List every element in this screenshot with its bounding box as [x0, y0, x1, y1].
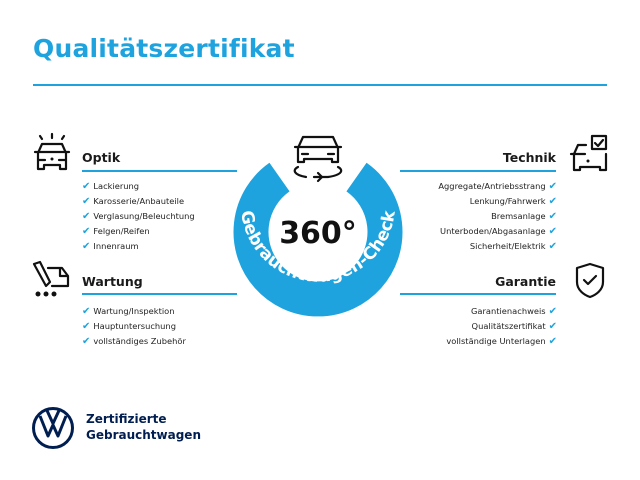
- list-item: Qualitätszertifikat ✔: [471, 321, 557, 332]
- check-icon: ✔: [548, 306, 557, 317]
- check-icon: ✔: [82, 336, 91, 347]
- list-item: Bremsanlage ✔: [491, 211, 557, 222]
- garantie-list: Garantienachweis ✔ Qualitätszertifikat ✔ v…: [446, 304, 557, 349]
- page-title: Qualitätszertifikat: [33, 34, 295, 63]
- optik-heading: Optik: [82, 150, 121, 165]
- check-icon: ✔: [548, 211, 557, 222]
- list-item: ✔ Wartung/Inspektion: [82, 306, 175, 317]
- list-item: ✔ Lackierung: [82, 181, 140, 192]
- check-icon: ✔: [548, 241, 557, 252]
- check-icon: ✔: [82, 196, 91, 207]
- check-icon: ✔: [548, 226, 557, 237]
- car-lights-icon: [33, 132, 71, 171]
- check-icon: ✔: [548, 181, 557, 192]
- list-item: Aggregate/Antriebsstrang ✔: [438, 181, 557, 192]
- list-item: ✔ Karosserie/Anbauteile: [82, 196, 185, 207]
- badge-value: 360°: [279, 216, 357, 251]
- list-item: ✔ Innenraum: [82, 241, 139, 252]
- check-icon: ✔: [82, 211, 91, 222]
- check-icon: ✔: [82, 241, 91, 252]
- optik-divider: [82, 170, 237, 172]
- check-icon: ✔: [548, 196, 557, 207]
- wartung-list: ✔ Wartung/Inspektion ✔ Hauptuntersuchung ✔…: [82, 304, 186, 349]
- title-divider: [33, 84, 607, 86]
- list-item: ✔ vollständiges Zubehör: [82, 336, 186, 347]
- car-rotate-icon: [293, 135, 343, 183]
- list-item: ✔ Felgen/Reifen: [82, 226, 150, 237]
- check-icon: ✔: [82, 306, 91, 317]
- check-icon: ✔: [82, 321, 91, 332]
- tools-truck-icon: [32, 260, 70, 297]
- optik-list: ✔ Lackierung ✔ Karosserie/Anbauteile ✔ Verg…: [82, 179, 195, 254]
- garantie-divider: [400, 293, 556, 295]
- check-icon: ✔: [548, 321, 557, 332]
- wartung-heading: Wartung: [82, 274, 143, 289]
- 360-check-badge: Gebrauchtwagen-Check 360°: [233, 135, 403, 317]
- wartung-divider: [82, 293, 237, 295]
- vw-logo: [32, 407, 74, 449]
- check-icon: ✔: [82, 181, 91, 192]
- list-item: Sicherheit/Elektrik ✔: [469, 241, 557, 252]
- technik-heading: Technik: [502, 150, 556, 165]
- car-checkbox-icon: [569, 134, 608, 172]
- brand-text: Zertifizierte Gebrauchtwagen: [86, 412, 201, 442]
- garantie-heading: Garantie: [495, 274, 556, 289]
- technik-divider: [400, 170, 556, 172]
- list-item: ✔ Verglasung/Beleuchtung: [82, 211, 195, 222]
- check-icon: ✔: [548, 336, 557, 347]
- list-item: Garantienachweis ✔: [470, 306, 557, 317]
- check-icon: ✔: [82, 226, 91, 237]
- technik-list: Aggregate/Antriebsstrang ✔ Lenkung/Fahrwe…: [438, 179, 557, 254]
- list-item: Lenkung/Fahrwerk ✔: [469, 196, 557, 207]
- list-item: vollständige Unterlagen ✔: [446, 336, 557, 347]
- shield-check-icon: [575, 262, 605, 299]
- badge-ring: [233, 162, 403, 317]
- list-item: ✔ Hauptuntersuchung: [82, 321, 176, 332]
- list-item: Unterboden/Abgasanlage ✔: [440, 226, 557, 237]
